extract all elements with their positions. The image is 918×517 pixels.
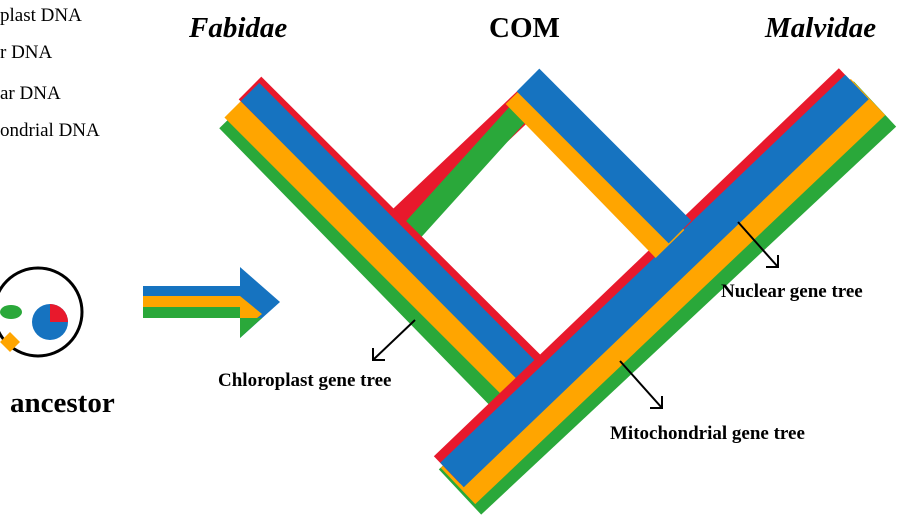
legend-item-nuclear: ar DNA xyxy=(0,83,61,104)
legend-item-mitochondrial-dna: ondrial DNA xyxy=(0,120,100,141)
chloroplast-pointer-arrow xyxy=(372,319,416,361)
nuclear-pointer-arrow xyxy=(737,221,779,268)
ancestor-cell xyxy=(0,266,84,358)
mitochondrial-pointer-arrow xyxy=(619,360,663,409)
title-fabidae: Fabidae xyxy=(189,12,288,44)
chloroplast-gene-tree-label: Chloroplast gene tree xyxy=(218,370,392,391)
com-malvidae-connector xyxy=(505,68,692,258)
title-malvidae: Malvidae xyxy=(765,12,877,44)
nucleus-red-sector xyxy=(50,304,68,322)
chloroplast-organelle xyxy=(0,305,22,319)
title-com: COM xyxy=(489,12,560,44)
nuclear-gene-tree-label: Nuclear gene tree xyxy=(721,281,863,302)
legend-item-mitochondrial: r DNA xyxy=(0,42,53,63)
com-fabidae-connector xyxy=(391,84,546,239)
legend-item-chloroplast: plast DNA xyxy=(0,5,82,26)
mitochondrial-gene-tree-label: Mitochondrial gene tree xyxy=(610,423,805,444)
mitochondrion-organelle xyxy=(0,332,20,352)
malvidae-trunk xyxy=(433,68,897,515)
transition-arrow xyxy=(143,267,280,338)
ancestor-label: ancestor xyxy=(10,387,115,419)
fabidae-branch xyxy=(219,76,553,421)
